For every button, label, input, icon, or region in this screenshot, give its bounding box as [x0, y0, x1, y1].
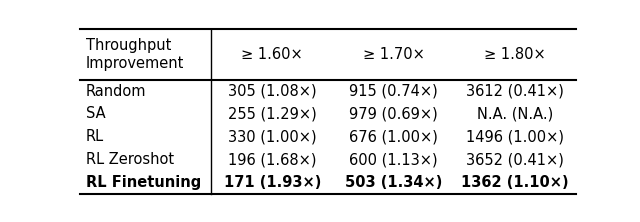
- Text: ≥ 1.70×: ≥ 1.70×: [363, 47, 425, 62]
- Text: 305 (1.08×): 305 (1.08×): [228, 84, 317, 99]
- Text: RL Finetuning: RL Finetuning: [86, 175, 201, 190]
- Text: RL Zeroshot: RL Zeroshot: [86, 152, 174, 167]
- Text: 676 (1.00×): 676 (1.00×): [349, 129, 438, 144]
- Text: 171 (1.93×): 171 (1.93×): [223, 175, 321, 190]
- Text: 979 (0.69×): 979 (0.69×): [349, 107, 438, 121]
- Text: 3612 (0.41×): 3612 (0.41×): [467, 84, 564, 99]
- Text: 3652 (0.41×): 3652 (0.41×): [467, 152, 564, 167]
- Text: 503 (1.34×): 503 (1.34×): [345, 175, 442, 190]
- Text: 1362 (1.10×): 1362 (1.10×): [461, 175, 569, 190]
- Text: 600 (1.13×): 600 (1.13×): [349, 152, 438, 167]
- Text: Throughput
Improvement: Throughput Improvement: [86, 38, 184, 71]
- Text: SA: SA: [86, 107, 106, 121]
- Text: 330 (1.00×): 330 (1.00×): [228, 129, 317, 144]
- Text: Random: Random: [86, 84, 147, 99]
- Text: ≥ 1.60×: ≥ 1.60×: [241, 47, 303, 62]
- Text: ≥ 1.80×: ≥ 1.80×: [484, 47, 546, 62]
- Text: 915 (0.74×): 915 (0.74×): [349, 84, 438, 99]
- Text: RL: RL: [86, 129, 104, 144]
- Text: 1496 (1.00×): 1496 (1.00×): [466, 129, 564, 144]
- Text: 255 (1.29×): 255 (1.29×): [228, 107, 317, 121]
- Text: 196 (1.68×): 196 (1.68×): [228, 152, 316, 167]
- Text: N.A. (N.A.): N.A. (N.A.): [477, 107, 554, 121]
